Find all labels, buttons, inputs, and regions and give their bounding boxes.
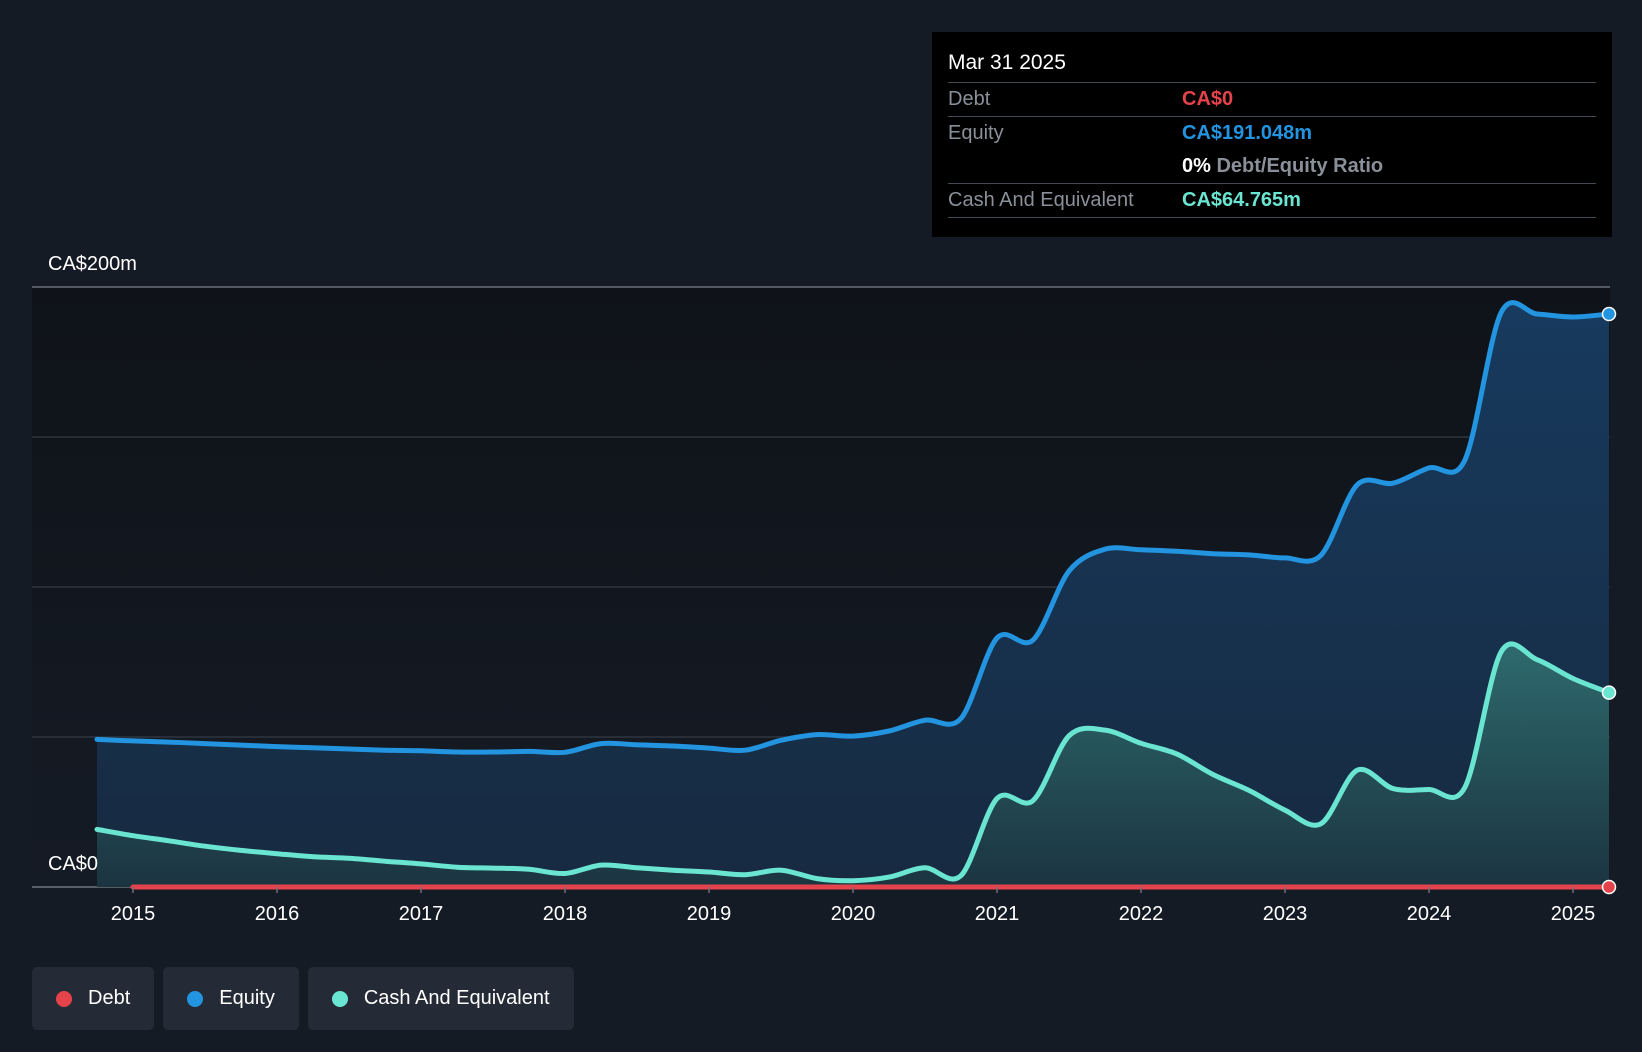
legend-item-equity[interactable]: Equity (163, 967, 299, 1030)
endpoint-equity (1601, 306, 1617, 322)
legend-item-cash[interactable]: Cash And Equivalent (307, 967, 574, 1030)
y-tick-label-top: CA$200m (48, 253, 137, 275)
endpoint-debt (1601, 879, 1617, 895)
series-lines (94, 300, 1612, 890)
tooltip-date: Mar 31 2025 (948, 32, 1596, 83)
y-tick-label-zero: CA$0 (48, 853, 98, 875)
area-equity (97, 302, 1609, 887)
endpoint-cash-and-equivalent (1601, 685, 1617, 700)
line-cash-and-equivalent (94, 641, 1612, 884)
x-tick-label: 2018 (543, 903, 588, 925)
tooltip-ratio: 0% Debt/Equity Ratio (1182, 150, 1383, 183)
x-tick-label: 2017 (399, 903, 444, 925)
legend-label-cash: Cash And Equivalent (363, 987, 550, 1009)
tooltip-debt-label: Debt (948, 88, 991, 110)
x-tick-label: 2019 (687, 903, 732, 925)
legend-label-equity: Equity (219, 987, 275, 1009)
tooltip-ratio-label: Debt/Equity Ratio (1216, 155, 1384, 177)
tooltip-equity-value: CA$191.048m (1182, 122, 1313, 144)
legend-dot-debt (56, 990, 72, 1007)
series-endpoints (1601, 306, 1617, 895)
tooltip-cash-row: Cash And Equivalent CA$64.765m (948, 184, 1596, 218)
tooltip-ratio-row: 0% Debt/Equity Ratio (948, 150, 1596, 184)
x-tick-label: 2022 (1119, 903, 1164, 925)
tooltip-debt-row: Debt CA$0 (948, 83, 1596, 117)
tooltip-equity-row: Equity CA$191.048m (948, 117, 1596, 150)
x-tick-label: 2015 (111, 903, 156, 925)
series-areas (97, 302, 1609, 887)
legend-item-debt[interactable]: Debt (32, 967, 155, 1030)
tooltip-debt-value: CA$0 (1182, 88, 1234, 110)
tooltip-panel: Mar 31 2025 Debt CA$0 Equity CA$191.048m… (932, 32, 1612, 237)
tooltip-cash-value: CA$64.765m (1182, 189, 1301, 211)
x-tick-label: 2023 (1263, 903, 1308, 925)
legend-label-debt: Debt (88, 987, 131, 1009)
x-tick-label: 2020 (831, 903, 876, 925)
legend-dot-equity (187, 990, 204, 1007)
area-cash-and-equivalent (97, 643, 1609, 887)
x-axis-ticks: 2015 2016 2017 2018 2019 2020 2021 2022 2023 2024… (111, 887, 1596, 925)
chart-legend: Debt Equity Cash And Equivalent (32, 967, 574, 1030)
x-tick-label: 2024 (1407, 903, 1452, 925)
x-tick-label: 2021 (975, 903, 1020, 925)
tooltip-equity-label: Equity (948, 122, 1004, 144)
line-equity (94, 300, 1612, 756)
legend-dot-cash (331, 990, 348, 1007)
tooltip-cash-label: Cash And Equivalent (948, 189, 1134, 211)
x-tick-label: 2016 (255, 903, 300, 925)
x-tick-label: 2025 (1551, 903, 1596, 925)
tooltip-ratio-value: 0% (1182, 155, 1211, 177)
